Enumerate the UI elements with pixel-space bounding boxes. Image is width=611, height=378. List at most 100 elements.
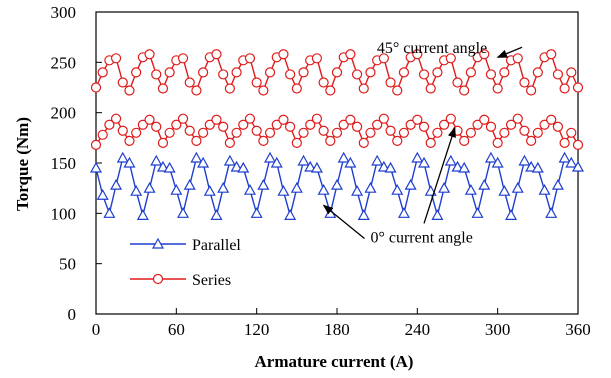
series-series-45deg-point xyxy=(184,77,195,88)
series-parallel-point xyxy=(96,188,109,200)
series-parallel-point xyxy=(371,154,384,166)
series-series-45deg-point xyxy=(110,53,122,64)
series-series-45deg-point xyxy=(164,67,175,78)
series-series-45deg-point xyxy=(258,85,269,96)
series-series-45deg-point xyxy=(224,83,235,94)
series-series-45deg-point xyxy=(432,67,443,78)
series-parallel-point xyxy=(270,156,283,168)
series-parallel-point xyxy=(243,183,256,195)
series-parallel-point xyxy=(558,151,571,163)
x-axis-title: Armature current (A) xyxy=(255,352,414,371)
series-parallel-point xyxy=(264,151,277,163)
series-parallel-point xyxy=(310,161,323,173)
series-series-0deg-point xyxy=(298,127,309,138)
series-parallel-point xyxy=(404,178,417,190)
series-parallel-point xyxy=(123,156,136,168)
series-series-45deg-point xyxy=(566,67,577,78)
series-series-0deg-point xyxy=(198,127,209,138)
plot-area xyxy=(95,11,579,315)
series-parallel-point xyxy=(518,154,531,166)
series-series-0deg-point xyxy=(211,114,222,125)
series-series-0deg-point xyxy=(398,127,410,138)
series-series-0deg-point xyxy=(425,137,436,148)
series-series-45deg-point xyxy=(398,67,410,78)
series-series-0deg-point xyxy=(204,119,215,130)
annotation-0deg: 0° current angle xyxy=(370,229,472,246)
x-tick-label: 0 xyxy=(92,320,101,339)
series-series-45deg-point xyxy=(519,77,530,88)
series-series-0deg-point xyxy=(559,137,570,148)
series-series-0deg-point xyxy=(285,121,296,132)
series-parallel-point xyxy=(391,183,404,195)
series-series-0deg-point xyxy=(144,114,155,125)
series-parallel-point xyxy=(444,154,457,166)
series-series-45deg-point xyxy=(144,49,155,60)
series-series-45deg-point xyxy=(131,67,142,78)
series-parallel-point xyxy=(330,178,344,190)
series-series-0deg-point xyxy=(378,113,389,124)
series-parallel-point xyxy=(464,183,477,195)
series-series-0deg-point xyxy=(372,119,383,130)
series-series-45deg-point xyxy=(351,69,363,80)
series-parallel-point xyxy=(110,178,123,190)
series-series-0deg-point xyxy=(104,119,115,130)
series-parallel-point xyxy=(170,183,183,195)
series-series-45deg-point xyxy=(345,49,356,60)
series-series-0deg-point xyxy=(499,127,510,138)
series-parallel-point xyxy=(451,160,464,172)
series-series-0deg-point xyxy=(318,125,329,136)
series-series-45deg-point xyxy=(298,67,309,78)
series-parallel-point xyxy=(136,209,149,220)
series-series-45deg-point xyxy=(325,85,336,96)
legend-label: Series xyxy=(192,272,231,289)
series-parallel-point xyxy=(565,156,578,168)
series-series-45deg-point xyxy=(532,67,543,78)
series-parallel-point xyxy=(351,184,364,196)
series-parallel-point xyxy=(505,209,518,220)
series-parallel-point xyxy=(478,178,491,190)
x-tick-label: 180 xyxy=(324,320,350,339)
series-series-0deg-point xyxy=(365,127,376,138)
legend-marker xyxy=(152,273,164,285)
series-parallel-point xyxy=(277,184,290,196)
series-parallel-point xyxy=(411,151,424,163)
series-series-0deg-point xyxy=(465,127,476,138)
y-tick-label: 200 xyxy=(51,104,77,123)
series-series-0deg xyxy=(90,113,584,150)
series-series-0deg-point xyxy=(512,113,523,124)
series-series-45deg-point xyxy=(285,69,296,80)
series-parallel-point xyxy=(237,161,250,173)
series-series-45deg-point xyxy=(291,83,302,94)
series-series-45deg-point xyxy=(331,67,343,78)
series-parallel-point xyxy=(250,207,263,218)
series-parallel-point xyxy=(337,151,350,163)
series-series-0deg-point xyxy=(110,113,122,124)
series-series-45deg-point xyxy=(485,69,497,80)
legend-item-parallel: Parallel xyxy=(130,237,241,254)
series-parallel-point xyxy=(197,156,210,168)
series-series-45deg-point xyxy=(90,82,102,93)
series-series-45deg-point xyxy=(358,83,369,94)
series-series-45deg-point xyxy=(311,53,323,64)
series-series-0deg-point xyxy=(412,114,423,125)
series-parallel-point xyxy=(177,207,190,218)
series-series-0deg-point xyxy=(191,135,202,146)
series-parallel-point xyxy=(511,181,524,193)
series-series-45deg-point xyxy=(378,53,389,64)
series-series-0deg-point xyxy=(532,127,543,138)
series-series-45deg-point xyxy=(392,85,403,96)
series-series-45deg-point xyxy=(231,67,242,78)
series-series-0deg-point xyxy=(244,113,256,124)
series-parallel-point xyxy=(377,160,390,172)
series-series-45deg-point xyxy=(251,77,262,88)
series-parallel-point xyxy=(531,161,544,173)
y-tick-label: 300 xyxy=(51,3,77,22)
series-series-0deg-point xyxy=(485,121,497,132)
series-series-45deg-point xyxy=(117,77,128,88)
y-tick-label: 100 xyxy=(51,204,77,223)
series-parallel-point xyxy=(545,207,558,218)
series-series-45deg-point xyxy=(465,67,476,78)
series-series-0deg-point xyxy=(546,114,557,125)
series-series-0deg-point xyxy=(311,113,323,124)
series-series-45deg-point xyxy=(559,83,570,94)
